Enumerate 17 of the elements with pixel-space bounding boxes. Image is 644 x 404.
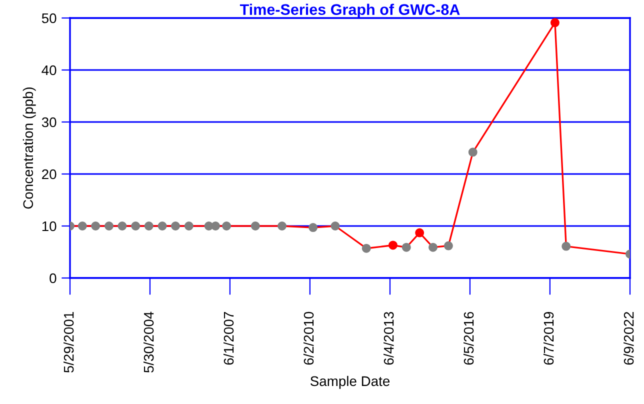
x-tick-label: 6/2/2010 — [303, 312, 314, 365]
x-tick-label: 6/4/2013 — [384, 312, 394, 365]
x-tick-label: 5/30/2004 — [144, 312, 154, 373]
x-tick-label: 6/7/2019 — [543, 312, 554, 365]
y-tick-label: 30 — [42, 117, 56, 128]
y-tick-label: 10 — [42, 221, 56, 232]
y-tick-label: 20 — [42, 169, 56, 180]
y-tick-label: 0 — [50, 273, 56, 284]
x-tick-label: 6/5/2016 — [463, 312, 474, 365]
x-tick-label: 5/29/2001 — [64, 312, 74, 373]
x-tick-label: 6/9/2022 — [624, 312, 634, 365]
y-axis-title: Concentration (ppb) — [22, 87, 36, 209]
y-tick-label: 50 — [42, 13, 56, 24]
x-tick-label: 6/1/2007 — [223, 312, 234, 365]
x-axis-title: Sample Date — [310, 376, 390, 389]
y-tick-label: 40 — [42, 65, 56, 76]
chart-title: Time-Series Graph of GWC-8A — [240, 4, 460, 18]
